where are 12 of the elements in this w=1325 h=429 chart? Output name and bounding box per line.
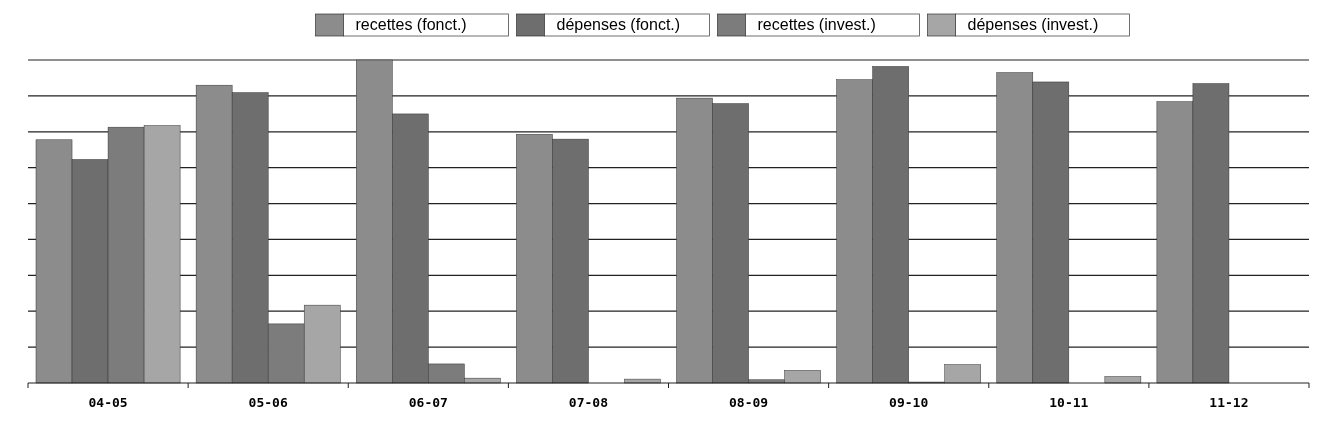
x-tick-label: 05-06 bbox=[248, 395, 288, 410]
legend-label: dépenses (fonct.) bbox=[556, 16, 681, 33]
legend-label: recettes (invest.) bbox=[757, 16, 876, 33]
x-tick-label: 07-08 bbox=[568, 395, 609, 410]
legend-label: recettes (fonct.) bbox=[355, 16, 467, 33]
x-tick-label: 08-09 bbox=[728, 395, 769, 410]
x-tick-label: 09-10 bbox=[889, 395, 929, 410]
x-tick-label: 06-07 bbox=[408, 395, 448, 410]
legend-label: dépenses (invest.) bbox=[967, 16, 1099, 33]
x-tick-label: 04-05 bbox=[88, 395, 128, 410]
x-tick-label: 11-12 bbox=[1209, 395, 1249, 410]
x-tick-label: 10-11 bbox=[1049, 395, 1089, 410]
